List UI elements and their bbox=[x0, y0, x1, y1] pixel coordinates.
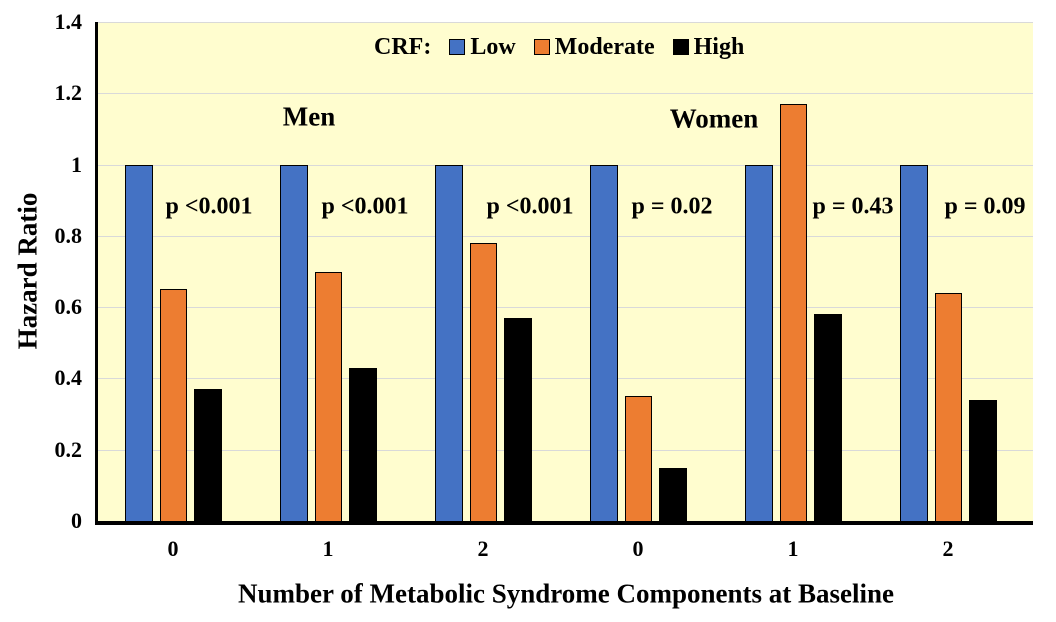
y-tick-label-1.4: 1.4 bbox=[54, 9, 83, 34]
gridline bbox=[98, 164, 1033, 166]
bar-moderate-group-3 bbox=[624, 396, 652, 521]
bar-moderate-group-1 bbox=[314, 271, 342, 521]
bar-high-group-1 bbox=[349, 367, 377, 521]
x-tick-label-group-2: 2 bbox=[477, 536, 489, 561]
legend-label-high: High bbox=[693, 34, 745, 60]
gridline bbox=[98, 93, 1033, 95]
gridline bbox=[98, 307, 1033, 309]
x-tick-label-group-0: 0 bbox=[167, 536, 179, 561]
legend-item-moderate: Moderate bbox=[533, 34, 655, 60]
x-tick-label-group-5: 2 bbox=[942, 536, 954, 561]
legend-label-moderate: Moderate bbox=[554, 34, 655, 60]
gridline bbox=[98, 22, 1033, 23]
gridline bbox=[98, 378, 1033, 380]
legend: CRF: Low Moderate High bbox=[374, 35, 744, 59]
y-tick-label-0.8: 0.8 bbox=[54, 222, 83, 248]
y-tick-label-1.2: 1.2 bbox=[54, 80, 83, 106]
legend-swatch-moderate-icon bbox=[533, 39, 550, 55]
x-tick-label-group-4: 1 bbox=[787, 536, 799, 561]
p-value-label-group-3: p = 0.02 bbox=[631, 193, 713, 220]
y-tick-label-0.6: 0.6 bbox=[54, 294, 83, 320]
x-tick-label-group-3: 0 bbox=[632, 536, 644, 561]
legend-item-high: High bbox=[672, 34, 745, 60]
bar-moderate-group-0 bbox=[159, 289, 187, 521]
bar-high-group-0 bbox=[194, 389, 222, 521]
p-value-label-group-2: p <0.001 bbox=[486, 193, 574, 220]
bar-high-group-3 bbox=[659, 467, 687, 521]
p-value-label-group-1: p <0.001 bbox=[321, 193, 409, 220]
y-axis-title: Hazard Ratio bbox=[12, 192, 43, 350]
x-tick-label-group-1: 1 bbox=[322, 536, 334, 561]
bar-high-group-2 bbox=[504, 317, 532, 521]
y-tick-label-0.2: 0.2 bbox=[54, 436, 83, 462]
gridline bbox=[98, 449, 1033, 451]
p-value-label-group-4: p = 0.43 bbox=[812, 193, 894, 220]
section-label-women: Women bbox=[669, 103, 759, 134]
bar-low-group-2 bbox=[435, 164, 463, 521]
legend-swatch-high-icon bbox=[672, 39, 689, 55]
bar-moderate-group-4 bbox=[779, 103, 807, 521]
bar-high-group-4 bbox=[814, 314, 842, 521]
p-value-label-group-5: p = 0.09 bbox=[944, 193, 1026, 220]
plot-area: CRF: Low Moderate High Men Women p <0.00… bbox=[95, 22, 1033, 525]
bar-moderate-group-5 bbox=[934, 292, 962, 521]
legend-label-low: Low bbox=[470, 34, 516, 60]
bar-low-group-4 bbox=[745, 164, 773, 521]
gridline bbox=[98, 235, 1033, 237]
y-tick-label-1: 1 bbox=[71, 151, 82, 177]
legend-title: CRF: bbox=[374, 34, 432, 60]
p-value-label-group-0: p <0.001 bbox=[165, 193, 253, 220]
y-tick-label-0: 0 bbox=[71, 508, 82, 533]
legend-swatch-low-icon bbox=[449, 39, 466, 55]
bar-low-group-0 bbox=[125, 164, 153, 521]
x-axis-title: Number of Metabolic Syndrome Components … bbox=[238, 578, 894, 609]
bar-low-group-5 bbox=[900, 164, 928, 521]
y-tick-label-0.4: 0.4 bbox=[54, 365, 83, 391]
section-label-men: Men bbox=[282, 101, 336, 132]
bar-low-group-3 bbox=[590, 164, 618, 521]
legend-item-low: Low bbox=[449, 34, 516, 60]
bar-high-group-5 bbox=[969, 399, 997, 521]
bar-moderate-group-2 bbox=[469, 243, 497, 521]
bar-low-group-1 bbox=[280, 164, 308, 521]
